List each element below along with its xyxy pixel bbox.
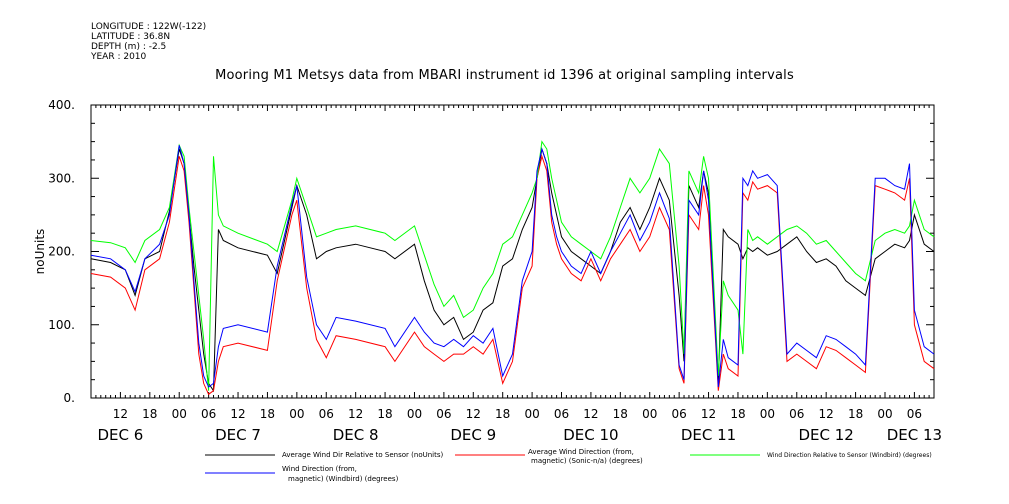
x-hour-label: 12	[113, 407, 128, 421]
x-hour-label: 00	[760, 407, 775, 421]
x-hour-label: 00	[642, 407, 657, 421]
legend-label-red-1: Average Wind Direction (from,	[528, 448, 634, 456]
x-day-label: DEC 6	[97, 426, 143, 444]
x-hour-label: 06	[201, 407, 216, 421]
chart-series	[90, 140, 935, 396]
x-hour-label: 12	[583, 407, 598, 421]
x-hour-label: 06	[319, 407, 334, 421]
y-axis-label: noUnits	[33, 229, 47, 275]
legend-label-blue-2: magnetic) (Windbird) (degrees)	[288, 475, 399, 483]
x-hour-label: 12	[701, 407, 716, 421]
series-line-2	[90, 140, 935, 391]
x-hour-label: 06	[789, 407, 804, 421]
metadata-block: LONGITUDE : 122W(-122) LATITUDE : 36.8N …	[91, 22, 206, 62]
x-hour-label: 12	[466, 407, 481, 421]
y-tick-label: 400.	[48, 98, 75, 112]
chart-axes: 12 18 00 06 12 18 00 06 12 18 00 06 12 18 00 06 12 18 00 06…	[33, 98, 942, 444]
x-hour-label: 12	[348, 407, 363, 421]
y-tick-label: 200.	[48, 245, 75, 259]
x-hour-label: 18	[613, 407, 628, 421]
legend-label-green: Wind Direction Relative to Sensor (Windb…	[767, 452, 932, 459]
x-day-label: DEC 9	[450, 426, 496, 444]
legend-label-blue-1: Wind Direction (from,	[282, 465, 357, 473]
x-hour-label: 00	[172, 407, 187, 421]
x-hour-label: 06	[554, 407, 569, 421]
x-day-label: DEC 8	[333, 426, 379, 444]
year-text: YEAR : 2010	[91, 52, 147, 62]
x-hour-label: 00	[877, 407, 892, 421]
x-hour-label: 06	[907, 407, 922, 421]
latitude-text: LATITUDE : 36.8N	[91, 32, 171, 42]
x-day-label: DEC 12	[798, 426, 853, 444]
x-day-label: DEC 13	[887, 426, 942, 444]
x-hour-label: 18	[142, 407, 157, 421]
y-tick-label: 300.	[48, 171, 75, 185]
series-line-3	[90, 145, 935, 388]
series-line-1	[90, 154, 935, 396]
x-hour-label: 00	[289, 407, 304, 421]
x-day-label: DEC 7	[215, 426, 261, 444]
chart-title: Mooring M1 Metsys data from MBARI instru…	[215, 68, 794, 83]
legend-label-red-2: magnetic) (Sonic-n/a) (degrees)	[531, 457, 643, 465]
x-hour-label: 18	[730, 407, 745, 421]
x-hour-label: 12	[819, 407, 834, 421]
x-hour-label: 06	[436, 407, 451, 421]
x-hour-label: 18	[848, 407, 863, 421]
x-hour-label: 00	[524, 407, 539, 421]
series-line-0	[90, 148, 935, 393]
x-hour-label: 12	[230, 407, 245, 421]
chart-legend: Average Wind Dir Relative to Sensor (noU…	[205, 448, 932, 483]
y-tick-label: 0.	[64, 391, 75, 405]
depth-text: DEPTH (m) : -2.5	[91, 42, 167, 52]
x-day-label: DEC 10	[563, 426, 618, 444]
x-hour-label: 18	[377, 407, 392, 421]
x-day-label: DEC 11	[681, 426, 736, 444]
x-hour-label: 18	[260, 407, 275, 421]
y-tick-label: 100.	[48, 318, 75, 332]
longitude-text: LONGITUDE : 122W(-122)	[91, 22, 207, 32]
x-hour-label: 06	[671, 407, 686, 421]
x-hour-label: 00	[407, 407, 422, 421]
legend-label-black: Average Wind Dir Relative to Sensor (noU…	[282, 451, 443, 459]
x-hour-label: 18	[495, 407, 510, 421]
